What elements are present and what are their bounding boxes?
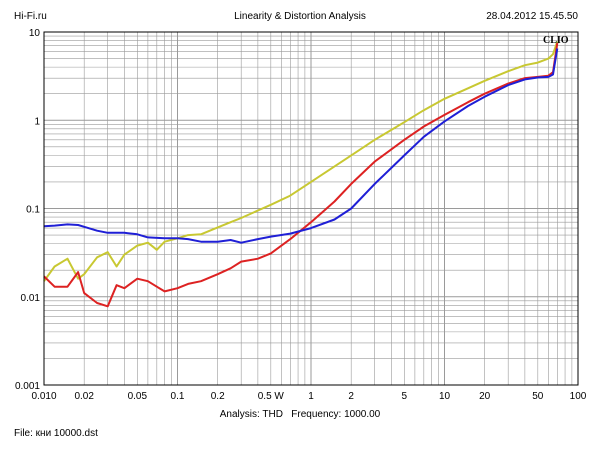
chart-title: Linearity & Distortion Analysis bbox=[234, 11, 366, 22]
x-tick-label: 20 bbox=[479, 391, 491, 402]
tick-labels: 0.010 0.02 0.05 0.1 0.2 0.5 W 1 2 5 10 20 50 100 10 1 0… bbox=[15, 28, 587, 402]
series-line-yellow bbox=[43, 41, 559, 282]
y-tick-label: 1 bbox=[34, 116, 40, 127]
x-tick-label: 0.1 bbox=[171, 391, 185, 402]
plot-frame bbox=[43, 31, 579, 386]
x-tick-label: 0.5 W bbox=[258, 391, 285, 402]
y-tick-label: 0.001 bbox=[15, 381, 40, 392]
x-tick-label: 5 bbox=[402, 391, 408, 402]
x-tick-label: 0.02 bbox=[74, 391, 94, 402]
grid bbox=[43, 32, 578, 386]
series-lines bbox=[43, 41, 559, 308]
clio-watermark: CLIO bbox=[543, 35, 569, 46]
x-tick-label: 100 bbox=[570, 391, 587, 402]
series-line-red bbox=[43, 42, 559, 308]
y-tick-label: 10 bbox=[29, 28, 41, 39]
x-tick-label: 0.2 bbox=[211, 391, 225, 402]
analysis-label: Analysis: THD bbox=[219, 409, 283, 420]
header-site-name: Hi-Fi.ru bbox=[14, 11, 47, 22]
x-tick-label: 10 bbox=[439, 391, 451, 402]
y-tick-label: 0.01 bbox=[21, 293, 41, 304]
x-tick-label: 50 bbox=[532, 391, 544, 402]
file-label: File: кни 10000.dst bbox=[14, 428, 98, 439]
x-tick-label: 0.05 bbox=[128, 391, 148, 402]
header-timestamp: 28.04.2012 15.45.50 bbox=[486, 11, 578, 22]
analysis-info: Analysis: THD Frequency: 1000.00 bbox=[0, 409, 600, 420]
x-tick-label: 2 bbox=[348, 391, 354, 402]
frequency-label: Frequency: 1000.00 bbox=[291, 409, 381, 420]
y-tick-label: 0.1 bbox=[26, 205, 40, 216]
x-tick-label: 1 bbox=[308, 391, 314, 402]
series-line-blue bbox=[43, 48, 559, 244]
x-tick-label: 0.010 bbox=[31, 391, 56, 402]
